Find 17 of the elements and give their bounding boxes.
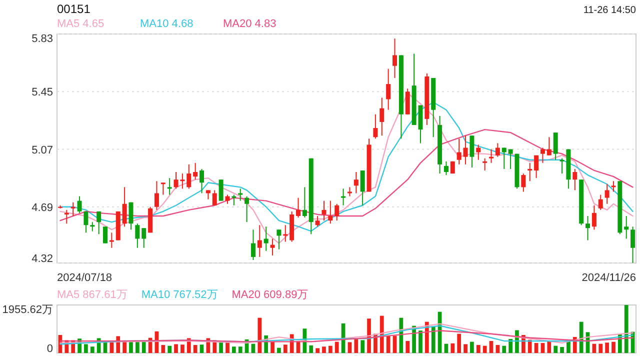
text: MA20 609.89万 bbox=[232, 289, 308, 301]
text: MA20 4.83 bbox=[223, 18, 276, 30]
y-tick-label: 4.32 bbox=[32, 253, 53, 265]
y-tick-label: 5.83 bbox=[32, 33, 53, 45]
text: 2024/11/26 bbox=[582, 272, 636, 284]
y-tick-label: 0 bbox=[46, 343, 53, 355]
text: MA10 4.68 bbox=[140, 18, 194, 30]
y-tick-label: 5.45 bbox=[32, 86, 53, 99]
text: 11-26 14:50 bbox=[583, 5, 636, 16]
text: MA5 4.65 bbox=[57, 18, 104, 30]
chart-title: 00151 bbox=[57, 2, 91, 16]
y-tick-label: 1955.62万 bbox=[2, 304, 53, 316]
text: MA10 767.52万 bbox=[141, 289, 218, 301]
text: MA5 867.61万 bbox=[57, 289, 128, 301]
y-tick-label: 4.69 bbox=[32, 202, 53, 214]
y-tick-label: 5.07 bbox=[32, 144, 53, 156]
text: 2024/07/18 bbox=[57, 272, 112, 284]
